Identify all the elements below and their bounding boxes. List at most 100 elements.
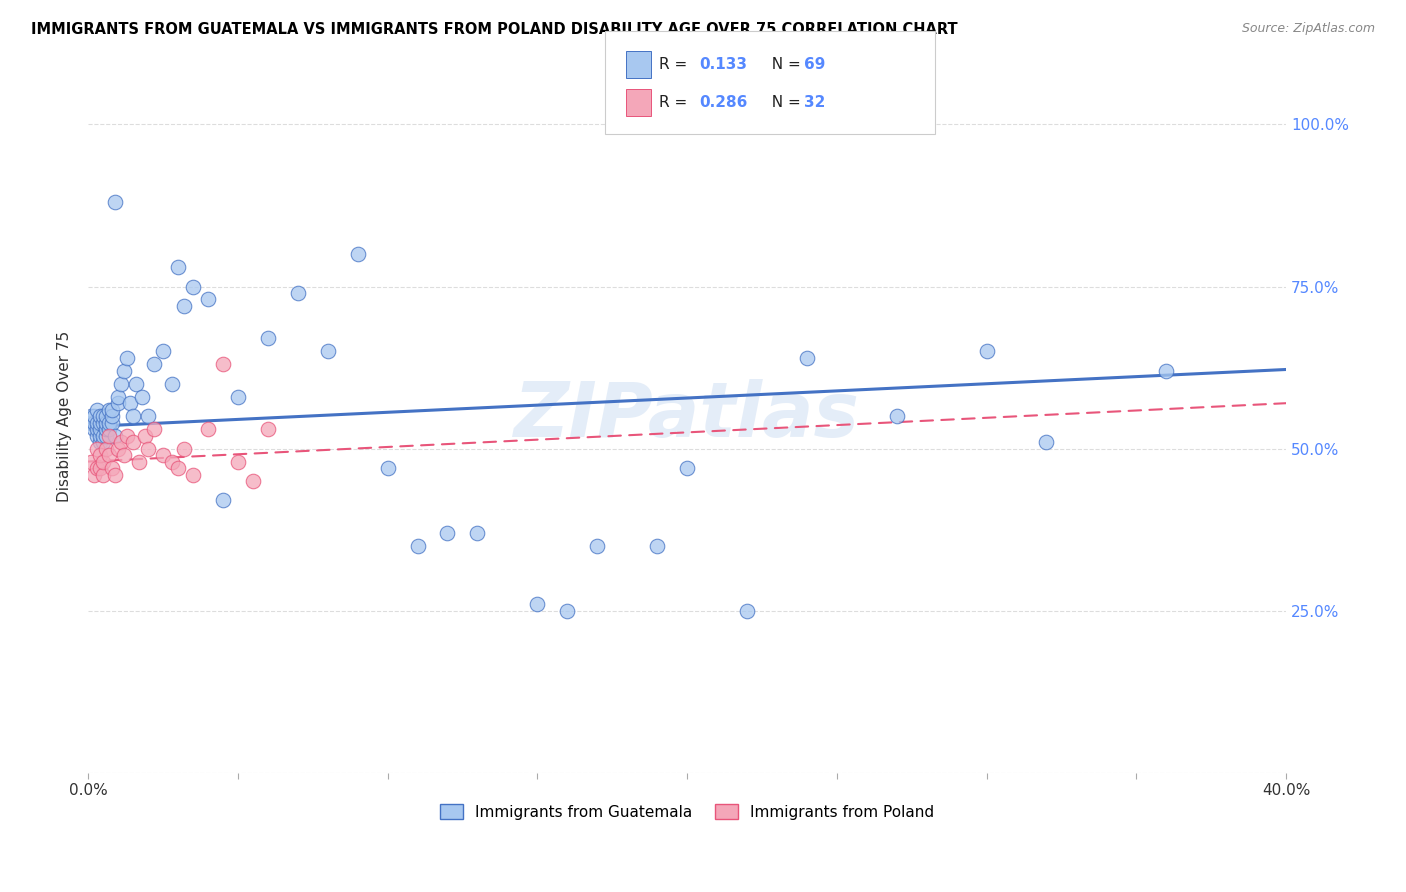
Immigrants from Guatemala xyxy=(86,422,108,436)
Immigrants from Guatemala xyxy=(89,422,111,436)
Immigrants from Guatemala xyxy=(104,428,127,442)
Immigrants from Guatemala xyxy=(181,279,204,293)
Immigrants from Guatemala xyxy=(226,390,249,404)
Immigrants from Poland xyxy=(226,454,249,468)
Immigrants from Guatemala xyxy=(104,195,127,210)
Immigrants from Poland xyxy=(160,454,183,468)
Immigrants from Guatemala xyxy=(98,422,121,436)
Immigrants from Guatemala xyxy=(377,461,399,475)
Text: Source: ZipAtlas.com: Source: ZipAtlas.com xyxy=(1241,22,1375,36)
Immigrants from Guatemala xyxy=(112,364,135,378)
Immigrants from Guatemala xyxy=(346,247,368,261)
Immigrants from Guatemala xyxy=(83,422,105,436)
Immigrants from Poland xyxy=(86,442,108,456)
Immigrants from Guatemala xyxy=(152,344,174,359)
Immigrants from Guatemala xyxy=(125,376,148,391)
Immigrants from Guatemala xyxy=(886,409,908,424)
Immigrants from Guatemala xyxy=(212,493,235,508)
Immigrants from Guatemala xyxy=(406,539,429,553)
Immigrants from Poland xyxy=(173,442,195,456)
Immigrants from Guatemala xyxy=(89,416,111,430)
Text: N =: N = xyxy=(762,57,806,71)
Immigrants from Poland xyxy=(112,448,135,462)
Immigrants from Poland xyxy=(107,442,129,456)
Immigrants from Guatemala xyxy=(94,416,117,430)
Text: R =: R = xyxy=(659,57,693,71)
Immigrants from Guatemala xyxy=(1154,364,1177,378)
Immigrants from Guatemala xyxy=(136,409,159,424)
Immigrants from Guatemala xyxy=(167,260,190,274)
Immigrants from Guatemala xyxy=(86,402,108,417)
Immigrants from Poland xyxy=(136,442,159,456)
Immigrants from Guatemala xyxy=(86,416,108,430)
Immigrants from Guatemala xyxy=(316,344,339,359)
Immigrants from Poland xyxy=(242,474,264,488)
Immigrants from Guatemala xyxy=(160,376,183,391)
Immigrants from Poland xyxy=(256,422,278,436)
Immigrants from Guatemala xyxy=(120,396,142,410)
Immigrants from Guatemala xyxy=(855,98,877,112)
Immigrants from Guatemala xyxy=(91,416,114,430)
Text: 0.133: 0.133 xyxy=(699,57,747,71)
Immigrants from Guatemala xyxy=(645,539,668,553)
Immigrants from Guatemala xyxy=(94,428,117,442)
Immigrants from Guatemala xyxy=(796,351,818,365)
Text: 69: 69 xyxy=(804,57,825,71)
Immigrants from Guatemala xyxy=(94,422,117,436)
Immigrants from Guatemala xyxy=(80,409,103,424)
Immigrants from Guatemala xyxy=(143,357,166,371)
Immigrants from Guatemala xyxy=(86,428,108,442)
Immigrants from Guatemala xyxy=(80,416,103,430)
Immigrants from Poland xyxy=(181,467,204,482)
Immigrants from Guatemala xyxy=(83,416,105,430)
Immigrants from Guatemala xyxy=(83,409,105,424)
Immigrants from Guatemala xyxy=(91,428,114,442)
Immigrants from Poland xyxy=(110,435,132,450)
Immigrants from Guatemala xyxy=(1035,435,1057,450)
Immigrants from Poland xyxy=(94,442,117,456)
Immigrants from Guatemala xyxy=(526,597,548,611)
Immigrants from Guatemala xyxy=(122,409,145,424)
Immigrants from Guatemala xyxy=(110,376,132,391)
Immigrants from Guatemala xyxy=(89,428,111,442)
Immigrants from Guatemala xyxy=(256,331,278,345)
Immigrants from Poland xyxy=(152,448,174,462)
Immigrants from Guatemala xyxy=(107,390,129,404)
Text: R =: R = xyxy=(659,95,693,110)
Immigrants from Poland xyxy=(101,461,124,475)
Immigrants from Guatemala xyxy=(89,435,111,450)
Immigrants from Guatemala xyxy=(676,461,699,475)
Y-axis label: Disability Age Over 75: Disability Age Over 75 xyxy=(58,331,72,502)
Immigrants from Poland xyxy=(104,467,127,482)
Immigrants from Poland xyxy=(128,454,150,468)
Immigrants from Guatemala xyxy=(197,293,219,307)
Text: 0.286: 0.286 xyxy=(699,95,747,110)
Immigrants from Poland xyxy=(89,461,111,475)
Text: ZIPatlas: ZIPatlas xyxy=(515,379,860,453)
Immigrants from Poland xyxy=(115,428,138,442)
Immigrants from Poland xyxy=(91,454,114,468)
Immigrants from Guatemala xyxy=(107,396,129,410)
Immigrants from Guatemala xyxy=(976,344,998,359)
Immigrants from Guatemala xyxy=(101,409,124,424)
Immigrants from Poland xyxy=(143,422,166,436)
Immigrants from Guatemala xyxy=(735,604,758,618)
Immigrants from Guatemala xyxy=(101,416,124,430)
Immigrants from Poland xyxy=(89,448,111,462)
Immigrants from Guatemala xyxy=(467,525,489,540)
Immigrants from Guatemala xyxy=(101,402,124,417)
Text: N =: N = xyxy=(762,95,806,110)
Immigrants from Poland xyxy=(83,467,105,482)
Immigrants from Poland xyxy=(98,448,121,462)
Immigrants from Poland xyxy=(134,428,156,442)
Immigrants from Guatemala xyxy=(91,435,114,450)
Immigrants from Poland xyxy=(98,428,121,442)
Immigrants from Guatemala xyxy=(555,604,578,618)
Legend: Immigrants from Guatemala, Immigrants from Poland: Immigrants from Guatemala, Immigrants fr… xyxy=(433,797,941,826)
Immigrants from Guatemala xyxy=(436,525,458,540)
Immigrants from Guatemala xyxy=(98,416,121,430)
Immigrants from Poland xyxy=(122,435,145,450)
Immigrants from Poland xyxy=(86,461,108,475)
Immigrants from Poland xyxy=(167,461,190,475)
Immigrants from Poland xyxy=(212,357,235,371)
